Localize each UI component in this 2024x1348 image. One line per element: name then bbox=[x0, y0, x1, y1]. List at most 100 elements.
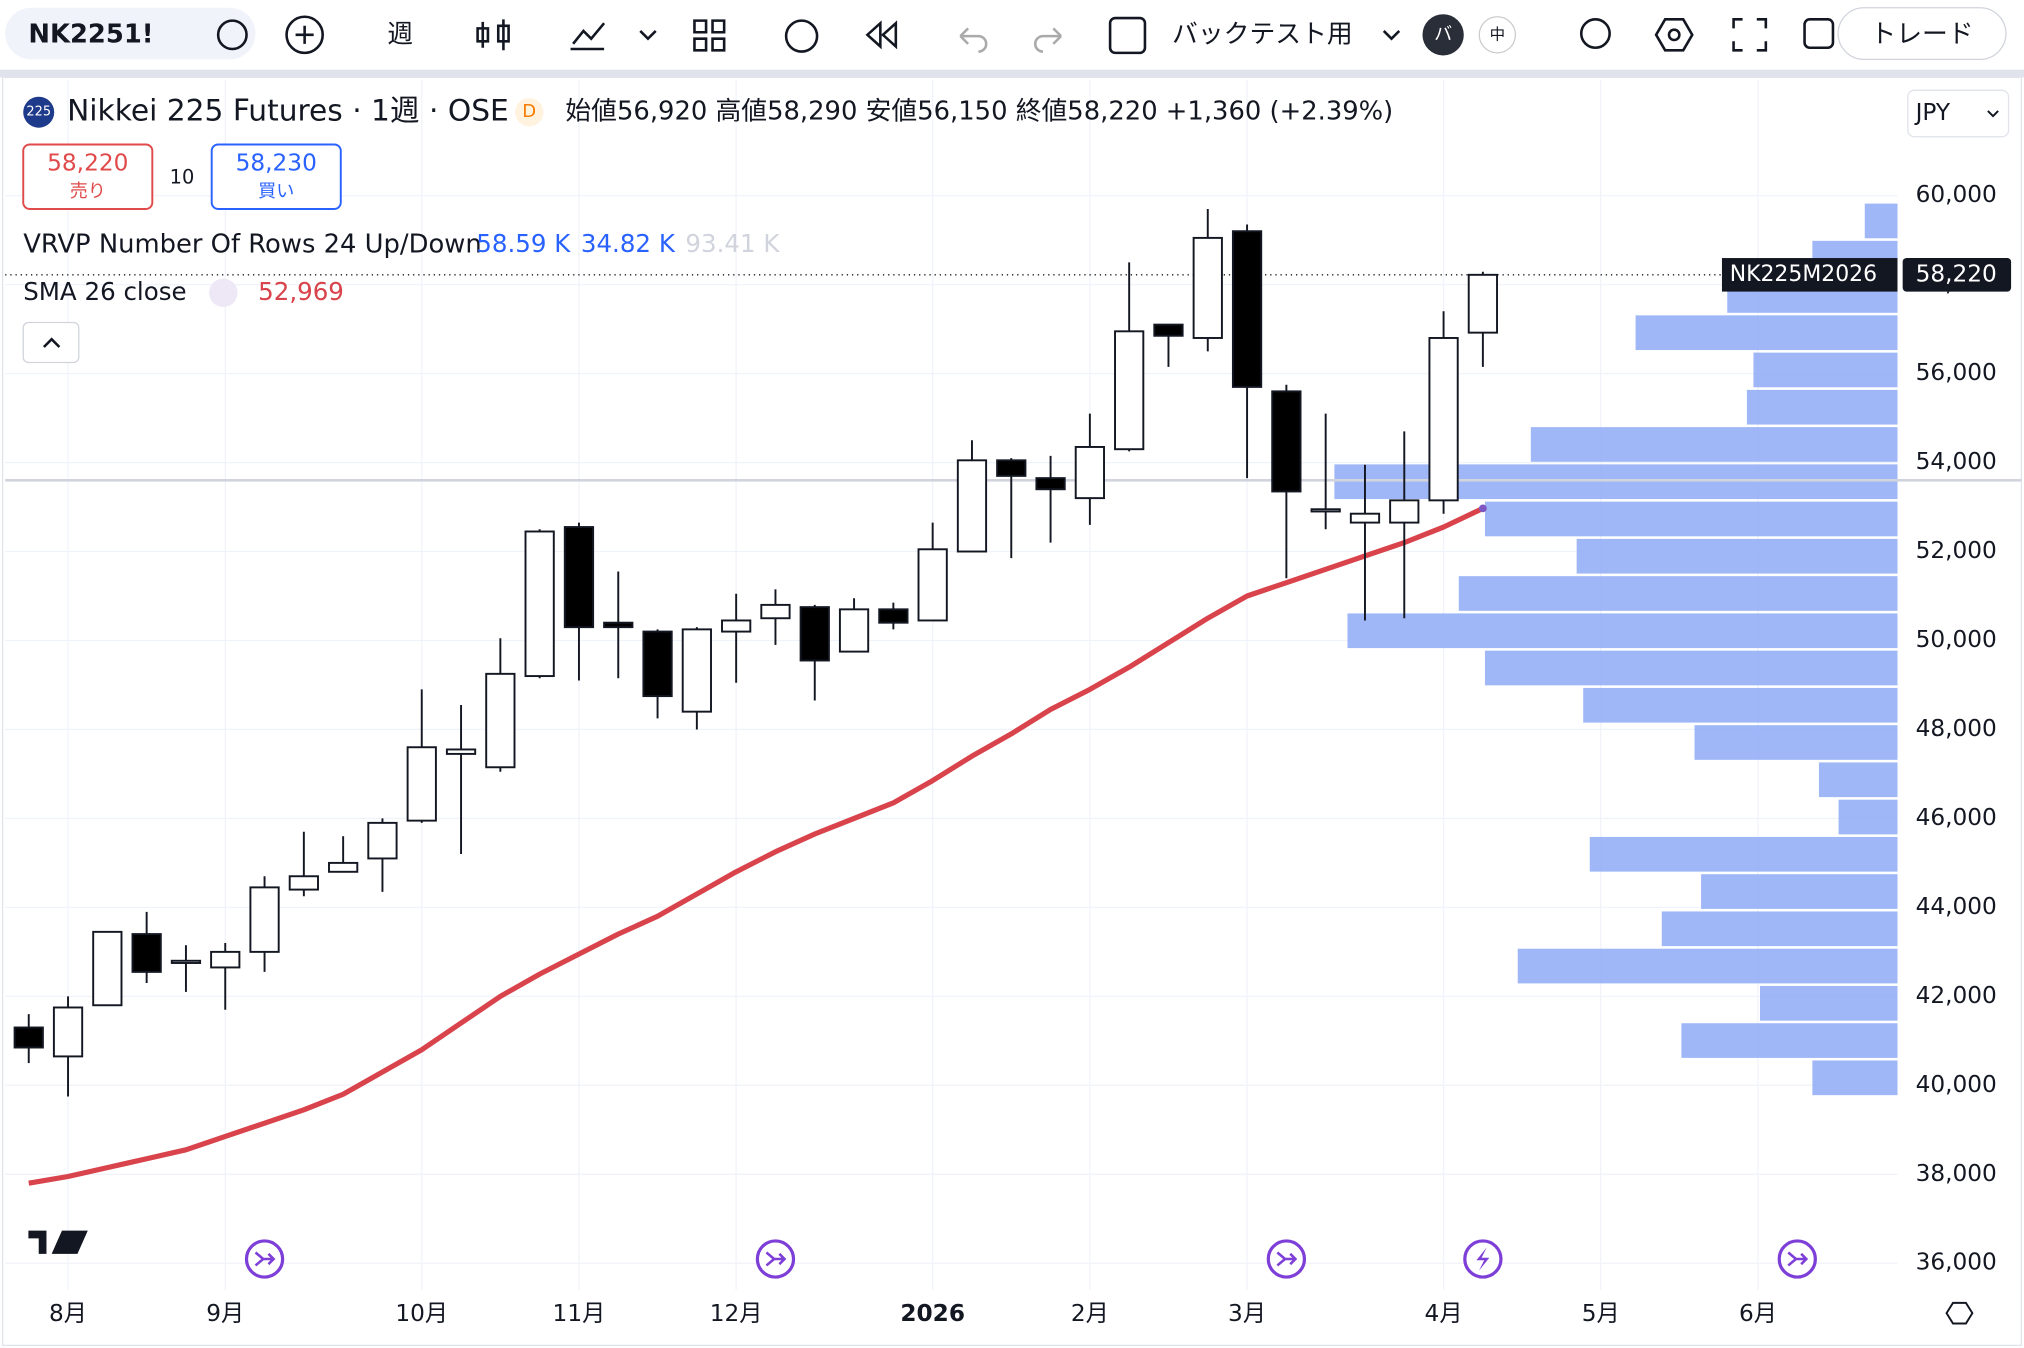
volume-profile-bar bbox=[1635, 315, 1898, 351]
toolbar: NK2251! 週 バックテスト用 バ 中 トレード bbox=[5, 7, 2007, 60]
event-icon bbox=[254, 1251, 276, 1267]
volume-profile-bar bbox=[1484, 650, 1898, 686]
candle-body bbox=[485, 672, 516, 769]
icon bbox=[1667, 28, 1681, 42]
sell-price[interactable]: 58,220 bbox=[47, 149, 128, 176]
vrvp-total: 93.41 K bbox=[685, 229, 780, 258]
volume-profile-bar bbox=[1753, 352, 1898, 388]
volume-profile-bar bbox=[1864, 203, 1898, 239]
candle-body bbox=[249, 886, 280, 953]
y-tick-label: 36,000 bbox=[1916, 1249, 1997, 1276]
collapse-button[interactable] bbox=[22, 321, 80, 364]
candle-body bbox=[92, 930, 123, 1007]
snapshot[interactable] bbox=[1803, 18, 1835, 50]
candle-body bbox=[210, 950, 241, 969]
source: D bbox=[522, 101, 536, 122]
candle-body bbox=[1467, 273, 1498, 334]
quantity[interactable]: 10 bbox=[170, 166, 195, 189]
x-tick-label: 5月 bbox=[1582, 1300, 1620, 1327]
sell-label[interactable]: 売り bbox=[70, 181, 106, 202]
chart-type[interactable] bbox=[476, 19, 510, 51]
candle-body bbox=[760, 603, 791, 620]
buy-button[interactable] bbox=[210, 143, 342, 210]
candle-body bbox=[52, 1006, 84, 1058]
icon bbox=[295, 25, 314, 44]
source-badge bbox=[515, 98, 544, 127]
badge[interactable] bbox=[1478, 16, 1517, 54]
checkbox[interactable] bbox=[1108, 16, 1147, 55]
trade-button[interactable] bbox=[1837, 7, 2007, 60]
buy-label[interactable]: 買い bbox=[258, 181, 294, 202]
y-tick-label: 52,000 bbox=[1916, 537, 1997, 564]
candle-body bbox=[642, 630, 673, 698]
x-tick-label: 2月 bbox=[1071, 1300, 1109, 1327]
add-symbol[interactable] bbox=[285, 15, 324, 55]
candle-body bbox=[524, 530, 555, 678]
candle-body bbox=[1114, 330, 1145, 451]
sma-icon[interactable] bbox=[209, 278, 238, 308]
y-tick-label: 60,000 bbox=[1916, 181, 1997, 208]
x-tick-label: 2026 bbox=[900, 1300, 965, 1327]
dropdown[interactable] bbox=[639, 30, 657, 41]
vrvp-up: 58.59 K bbox=[476, 229, 571, 258]
volume-profile-bar bbox=[1576, 538, 1898, 574]
badge-text: 中 bbox=[1490, 25, 1505, 43]
x-tick-label: 12月 bbox=[710, 1300, 763, 1327]
last-price-name-box bbox=[1721, 258, 1898, 292]
candle-body bbox=[878, 608, 909, 624]
volume-profile-bar bbox=[1818, 762, 1898, 798]
candle-body bbox=[13, 1026, 44, 1049]
y-tick-label: 50,000 bbox=[1916, 626, 1997, 653]
badge-text: バ bbox=[1434, 24, 1452, 45]
symbol[interactable]: NK2251! bbox=[28, 19, 153, 49]
y-tick-label: 56,000 bbox=[1916, 359, 1997, 386]
dropdown[interactable] bbox=[1382, 30, 1401, 41]
interval[interactable]: 週 bbox=[387, 19, 413, 49]
badge[interactable] bbox=[1422, 14, 1464, 56]
undo[interactable] bbox=[959, 27, 988, 53]
logo-text: 225 bbox=[26, 105, 51, 120]
currency-select[interactable] bbox=[1907, 89, 2010, 138]
dropdown bbox=[1987, 110, 1999, 118]
currency[interactable]: JPY bbox=[1914, 99, 1951, 126]
icon[interactable] bbox=[216, 19, 248, 51]
redo[interactable] bbox=[1034, 27, 1062, 53]
layout[interactable] bbox=[693, 19, 726, 52]
fullscreen[interactable] bbox=[1732, 18, 1768, 52]
candle-body bbox=[1035, 477, 1066, 491]
volume-profile-bar bbox=[1484, 501, 1898, 537]
volume-profile-bar bbox=[1517, 948, 1898, 984]
last-price-label: 58,220 bbox=[1916, 260, 1997, 287]
sma-name: SMA 26 close bbox=[23, 277, 186, 306]
volume-profile-bar bbox=[1530, 427, 1898, 462]
candle-body bbox=[1231, 230, 1263, 388]
vrvp-down: 34.82 K bbox=[581, 229, 676, 258]
alert[interactable] bbox=[784, 19, 819, 53]
volume-profile-bar bbox=[1812, 1060, 1898, 1096]
buy-price[interactable]: 58,230 bbox=[236, 149, 317, 176]
event-icon bbox=[1787, 1251, 1809, 1267]
x-tick-label: 6月 bbox=[1739, 1300, 1777, 1327]
sell-button[interactable] bbox=[22, 143, 154, 210]
replay[interactable] bbox=[865, 20, 898, 50]
indicators[interactable] bbox=[570, 22, 606, 51]
volume-profile-bar bbox=[1759, 985, 1898, 1021]
legend: 225 Nikkei 225 Futures · 1週 · OSE D 始値56… bbox=[22, 89, 2010, 1325]
symbol-search[interactable] bbox=[5, 7, 256, 60]
axis-settings[interactable] bbox=[1945, 1301, 1974, 1325]
backtest[interactable]: バックテスト用 bbox=[1172, 19, 1353, 49]
trade[interactable]: トレード bbox=[1870, 19, 1973, 49]
icon[interactable] bbox=[1579, 18, 1611, 50]
vrvp-name: VRVP Number Of Rows 24 Up/Down bbox=[23, 230, 481, 260]
candle-body bbox=[603, 621, 634, 629]
last-price-name: NK225M2026 bbox=[1730, 262, 1877, 287]
settings[interactable] bbox=[1654, 18, 1694, 52]
earnings-icon bbox=[1476, 1247, 1490, 1271]
ohlc: 始値56,920 高値58,290 安値56,150 終値58,220 +1,3… bbox=[565, 97, 1393, 127]
candle-body bbox=[1428, 337, 1459, 502]
candle-body bbox=[721, 619, 752, 633]
candle-body bbox=[917, 548, 948, 622]
volume-profile-bar bbox=[1838, 799, 1898, 835]
